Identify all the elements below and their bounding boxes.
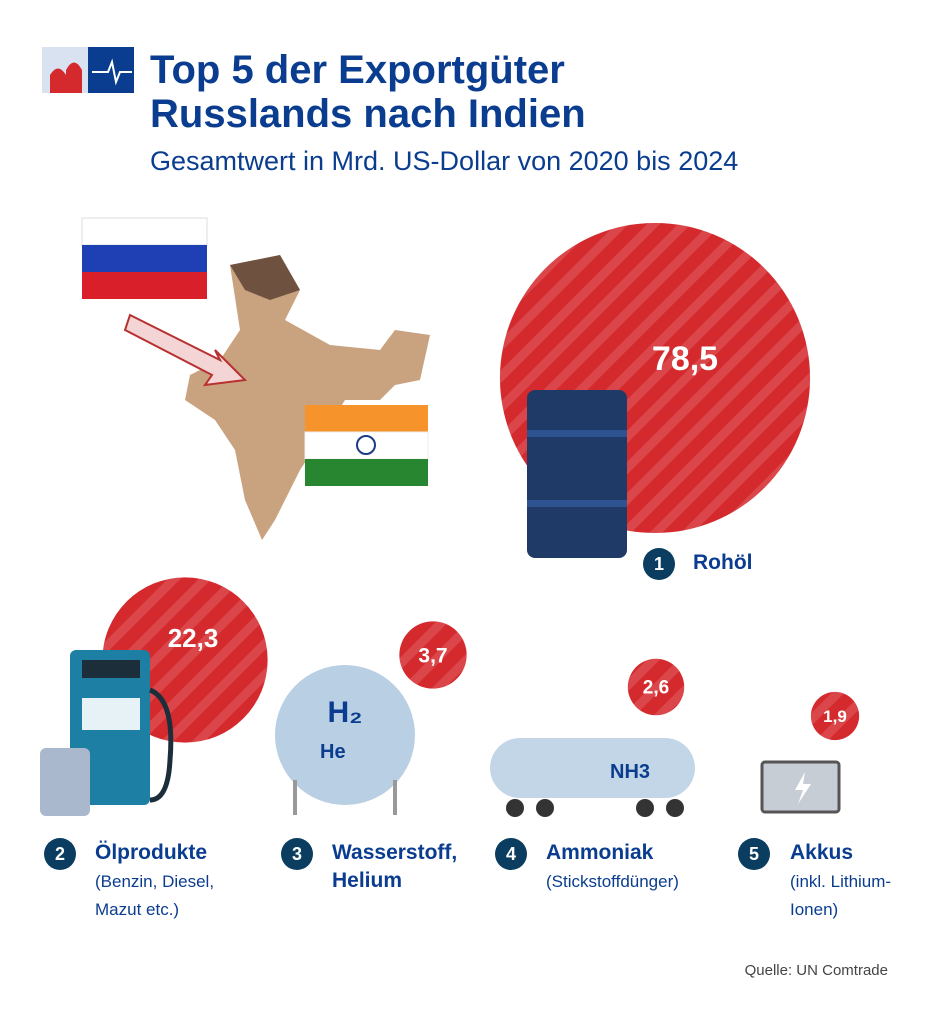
- icon-text: NH3: [610, 761, 650, 783]
- category-label: Ammoniak: [546, 841, 654, 864]
- category-label: Wasserstoff, Helium: [332, 841, 458, 892]
- value-label: 1,9: [823, 707, 847, 726]
- category-note: (inkl. Lithium-Ionen): [790, 872, 892, 919]
- bubble: [399, 621, 467, 689]
- value-label: 22,3: [168, 623, 219, 653]
- rank-badge: 3: [281, 838, 313, 870]
- value-label: 2,6: [643, 678, 669, 699]
- rank-badge: 2: [44, 838, 76, 870]
- icon-text: H₂: [328, 696, 363, 729]
- bubble: [810, 691, 860, 741]
- title: Top 5 der Exportgüter Russlands nach Ind…: [150, 48, 586, 136]
- source: Quelle: UN Comtrade: [744, 962, 888, 979]
- category-label: Rohöl: [693, 551, 753, 574]
- category-label: Ölprodukte: [95, 841, 208, 864]
- icons: H₂ He NH3: [40, 390, 841, 817]
- subtitle: Gesamtwert in Mrd. US-Dollar von 2020 bi…: [150, 146, 739, 176]
- rank-badge: 1: [643, 548, 675, 580]
- map-illustration: [81, 217, 430, 540]
- value-label: 78,5: [652, 340, 718, 378]
- category-label: Akkus: [790, 841, 854, 864]
- bubble: [627, 658, 685, 716]
- category-note: (Benzin, Diesel, Mazut etc.): [95, 872, 215, 919]
- icon-text: He: [320, 741, 346, 763]
- rank-badge: 4: [495, 838, 527, 870]
- category-note: (Stickstoffdünger): [546, 872, 679, 891]
- logo: [42, 47, 134, 93]
- rank-badge: 5: [738, 838, 770, 870]
- value-label: 3,7: [418, 644, 447, 667]
